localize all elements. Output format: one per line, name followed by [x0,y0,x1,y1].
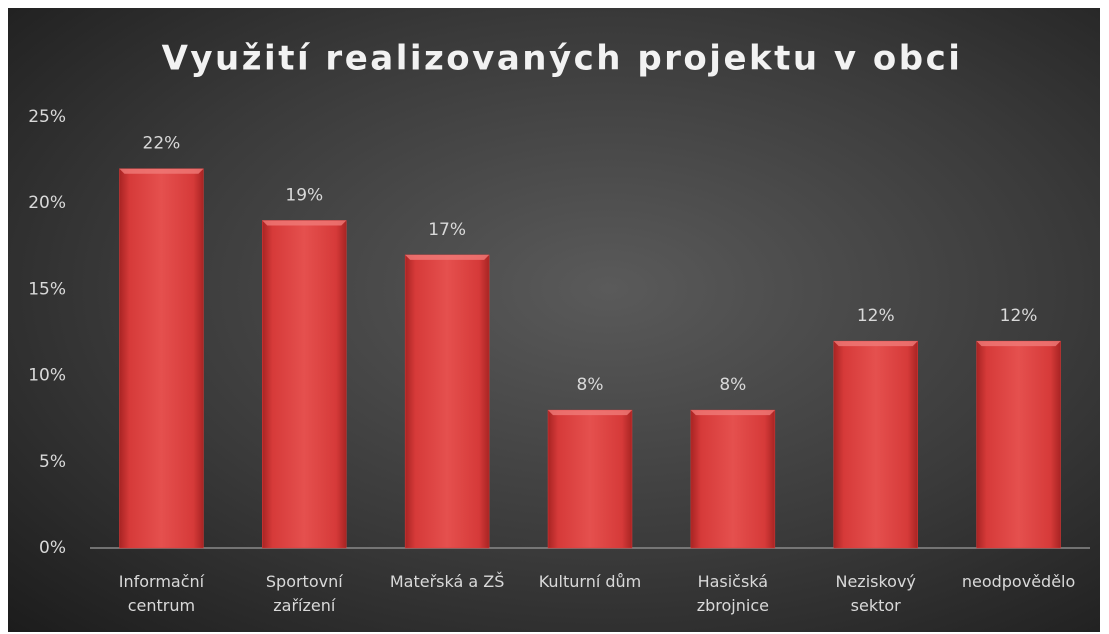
bar [404,254,490,549]
chart-title: Využití realizovaných projektu v obci [162,39,963,79]
y-tick-label: 0% [39,538,66,558]
bar [833,340,918,549]
y-tick-label: 25% [28,107,66,127]
y-tick-label: 15% [28,279,66,299]
bar-bevel [405,254,490,260]
bar [690,409,776,549]
value-label: 8% [719,375,746,395]
bar [547,409,633,549]
x-tick-label: Neziskový sektor [835,572,916,615]
y-tick-label: 10% [28,366,66,386]
x-tick-label: Hasičská zbrojnice [696,572,769,615]
value-label: 8% [577,375,604,395]
x-tick-label: Kulturní dům [538,572,642,591]
bar-bevel [690,410,775,416]
bar [119,168,204,549]
bar [976,340,1061,549]
y-tick-label: 20% [28,193,66,213]
value-label: 17% [428,220,466,240]
bar-bevel [262,220,347,226]
value-label: 12% [857,306,895,326]
x-tick-label: neodpovědělo [961,572,1076,591]
y-tick-label: 5% [39,452,66,472]
value-label: 12% [1000,306,1038,326]
value-label: 19% [285,185,323,205]
bar-bevel [548,410,632,416]
bar [262,220,347,549]
bar-bevel [833,341,918,347]
x-tick-label: Informační centrum [118,572,205,615]
bar-bevel [976,341,1061,347]
x-tick-label: Sportovní zařízení [265,572,343,615]
bar-bevel [119,168,204,174]
x-tick-label: Mateřská a ZŠ [389,572,505,591]
value-label: 22% [143,134,181,154]
